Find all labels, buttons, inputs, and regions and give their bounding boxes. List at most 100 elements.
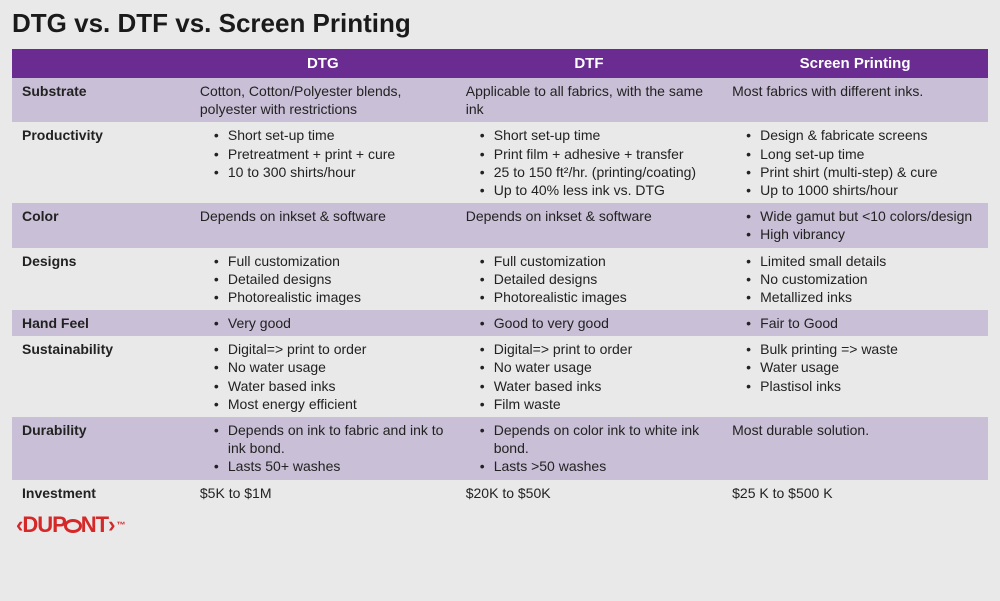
table-cell: Wide gamut but <10 colors/designHigh vib…	[722, 203, 988, 247]
bullet-list: Design & fabricate screensLong set-up ti…	[732, 126, 978, 199]
table-cell: Short set-up timePrint film + adhesive +…	[456, 122, 722, 203]
logo-tm: ™	[116, 520, 124, 530]
bullet-item: Short set-up time	[480, 126, 712, 144]
bullet-list: Short set-up timePrint film + adhesive +…	[466, 126, 712, 199]
row-label: Productivity	[12, 122, 190, 203]
table-cell: Depends on ink to fabric and ink to ink …	[190, 417, 456, 480]
bullet-item: High vibrancy	[746, 225, 978, 243]
bullet-item: Lasts 50+ washes	[214, 457, 446, 475]
row-label: Investment	[12, 480, 190, 506]
bullet-item: 10 to 300 shirts/hour	[214, 163, 446, 181]
bullet-list: Digital=> print to orderNo water usageWa…	[466, 340, 712, 413]
bullet-list: Limited small detailsNo customizationMet…	[732, 252, 978, 307]
bullet-item: Water usage	[746, 358, 978, 376]
bullet-list: Fair to Good	[732, 314, 978, 332]
table-row: SustainabilityDigital=> print to orderNo…	[12, 336, 988, 417]
bullet-item: Depends on ink to fabric and ink to ink …	[214, 421, 446, 457]
bullet-item: Full customization	[214, 252, 446, 270]
bullet-item: Pretreatment + print + cure	[214, 145, 446, 163]
table-row: SubstrateCotton, Cotton/Polyester blends…	[12, 78, 988, 122]
row-label: Substrate	[12, 78, 190, 122]
bullet-item: Digital=> print to order	[214, 340, 446, 358]
logo-oval-icon	[64, 519, 82, 533]
bullet-item: Water based inks	[480, 377, 712, 395]
bullet-list: Bulk printing => wasteWater usagePlastis…	[732, 340, 978, 395]
bullet-item: Bulk printing => waste	[746, 340, 978, 358]
table-cell: Depends on inkset & software	[190, 203, 456, 247]
row-label: Durability	[12, 417, 190, 480]
table-cell: Very good	[190, 310, 456, 336]
bullet-list: Wide gamut but <10 colors/designHigh vib…	[732, 207, 978, 243]
bullet-list: Depends on ink to fabric and ink to ink …	[200, 421, 446, 476]
bullet-item: Most energy efficient	[214, 395, 446, 413]
bullet-item: Depends on color ink to white ink bond.	[480, 421, 712, 457]
table-row: DesignsFull customizationDetailed design…	[12, 248, 988, 311]
bullet-item: No customization	[746, 270, 978, 288]
bullet-list: Full customizationDetailed designsPhotor…	[466, 252, 712, 307]
bullet-item: Plastisol inks	[746, 377, 978, 395]
table-row: ColorDepends on inkset & softwareDepends…	[12, 203, 988, 247]
bullet-item: Good to very good	[480, 314, 712, 332]
header-dtg: DTG	[190, 49, 456, 78]
bullet-item: Full customization	[480, 252, 712, 270]
row-label: Hand Feel	[12, 310, 190, 336]
table-cell: $25 K to $500 K	[722, 480, 988, 506]
table-cell: Cotton, Cotton/Polyester blends, polyest…	[190, 78, 456, 122]
table-cell: Depends on color ink to white ink bond.L…	[456, 417, 722, 480]
bullet-item: Fair to Good	[746, 314, 978, 332]
logo-left: ‹DUP	[16, 512, 66, 538]
header-dtf: DTF	[456, 49, 722, 78]
bullet-item: Detailed designs	[480, 270, 712, 288]
bullet-list: Good to very good	[466, 314, 712, 332]
row-label: Designs	[12, 248, 190, 311]
bullet-list: Digital=> print to orderNo water usageWa…	[200, 340, 446, 413]
table-cell: Depends on inkset & software	[456, 203, 722, 247]
bullet-item: Design & fabricate screens	[746, 126, 978, 144]
bullet-item: Long set-up time	[746, 145, 978, 163]
table-cell: Good to very good	[456, 310, 722, 336]
table-cell: Applicable to all fabrics, with the same…	[456, 78, 722, 122]
table-cell: Fair to Good	[722, 310, 988, 336]
bullet-item: Detailed designs	[214, 270, 446, 288]
table-cell: Digital=> print to orderNo water usageWa…	[190, 336, 456, 417]
bullet-item: No water usage	[480, 358, 712, 376]
bullet-item: Up to 40% less ink vs. DTG	[480, 181, 712, 199]
table-cell: $20K to $50K	[456, 480, 722, 506]
bullet-list: Very good	[200, 314, 446, 332]
bullet-list: Short set-up timePretreatment + print + …	[200, 126, 446, 181]
bullet-item: Wide gamut but <10 colors/design	[746, 207, 978, 225]
bullet-item: Up to 1000 shirts/hour	[746, 181, 978, 199]
table-cell: Full customizationDetailed designsPhotor…	[456, 248, 722, 311]
comparison-table: DTG DTF Screen Printing SubstrateCotton,…	[12, 49, 988, 506]
table-cell: Most durable solution.	[722, 417, 988, 480]
bullet-item: Print shirt (multi-step) & cure	[746, 163, 978, 181]
table-cell: Bulk printing => wasteWater usagePlastis…	[722, 336, 988, 417]
bullet-item: Metallized inks	[746, 288, 978, 306]
row-label: Sustainability	[12, 336, 190, 417]
bullet-item: Lasts >50 washes	[480, 457, 712, 475]
table-cell: Full customizationDetailed designsPhotor…	[190, 248, 456, 311]
bullet-item: 25 to 150 ft²/hr. (printing/coating)	[480, 163, 712, 181]
table-row: Hand Feel Very good Good to very good Fair …	[12, 310, 988, 336]
header-screen: Screen Printing	[722, 49, 988, 78]
table-row: Durability Depends on ink to fabric and i…	[12, 417, 988, 480]
table-header-row: DTG DTF Screen Printing	[12, 49, 988, 78]
table-row: ProductivityShort set-up timePretreatmen…	[12, 122, 988, 203]
row-label: Color	[12, 203, 190, 247]
table-cell: Most fabrics with different inks.	[722, 78, 988, 122]
bullet-item: Very good	[214, 314, 446, 332]
bullet-item: Photorealistic images	[214, 288, 446, 306]
table-cell: Design & fabricate screensLong set-up ti…	[722, 122, 988, 203]
table-cell: Short set-up timePretreatment + print + …	[190, 122, 456, 203]
header-blank	[12, 49, 190, 78]
bullet-item: No water usage	[214, 358, 446, 376]
bullet-item: Water based inks	[214, 377, 446, 395]
table-cell: Limited small detailsNo customizationMet…	[722, 248, 988, 311]
bullet-item: Print film + adhesive + transfer	[480, 145, 712, 163]
bullet-item: Short set-up time	[214, 126, 446, 144]
bullet-item: Limited small details	[746, 252, 978, 270]
table-cell: Digital=> print to orderNo water usageWa…	[456, 336, 722, 417]
dupont-logo: ‹DUPNT›™	[16, 512, 988, 538]
page-title: DTG vs. DTF vs. Screen Printing	[12, 8, 988, 39]
bullet-list: Depends on color ink to white ink bond.L…	[466, 421, 712, 476]
